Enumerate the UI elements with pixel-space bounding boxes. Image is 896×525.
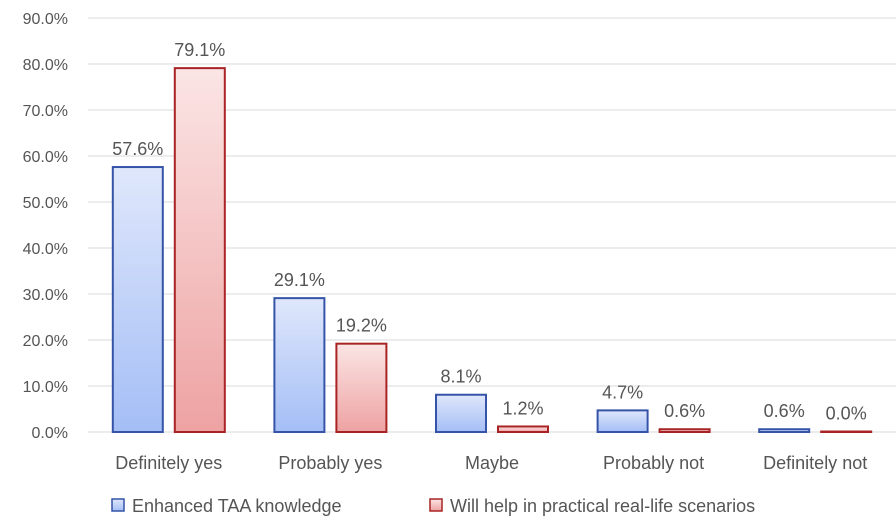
y-tick-label: 60.0% <box>23 149 68 166</box>
y-tick-label: 70.0% <box>23 103 68 120</box>
data-label: 1.2% <box>502 398 543 418</box>
data-labels: 57.6% 79.1% 29.1% 19.2% 8.1% 1.2% 4.7% 0.6% 0.6%… <box>112 40 866 423</box>
x-category-label: Probably not <box>603 453 704 473</box>
x-axis-categories: Definitely yes Probably yes Maybe Probably … <box>115 453 867 473</box>
bar-enhanced-taa-knowledge <box>596 409 649 434</box>
y-tick-label: 10.0% <box>23 379 68 396</box>
data-label: 19.2% <box>336 316 387 336</box>
legend-swatch <box>429 498 443 512</box>
bar-enhanced-taa-knowledge <box>435 393 487 433</box>
y-tick-label: 90.0% <box>23 11 68 28</box>
data-label: 29.1% <box>274 270 325 290</box>
bar-practical-scenarios <box>335 342 388 433</box>
bar-enhanced-taa-knowledge <box>111 166 164 433</box>
bar-practical-scenarios <box>497 425 549 434</box>
bar-practical-scenarios <box>820 430 873 433</box>
legend: Enhanced TAA knowledge Will help in pract… <box>111 496 755 516</box>
legend-swatch <box>111 498 125 512</box>
bar-practical-scenarios <box>658 428 711 433</box>
y-tick-label: 0.0% <box>32 425 68 442</box>
x-category-label: Maybe <box>465 453 519 473</box>
data-label: 0.0% <box>826 404 867 424</box>
y-tick-label: 50.0% <box>23 195 68 212</box>
y-axis-ticks: 0.0% 10.0% 20.0% 30.0% 40.0% 50.0% 60.0% 70.0% 8… <box>23 11 68 442</box>
bars <box>111 67 873 434</box>
y-tick-label: 30.0% <box>23 287 68 304</box>
data-label: 0.6% <box>664 401 705 421</box>
data-label: 8.1% <box>440 367 481 387</box>
data-label: 4.7% <box>602 382 643 402</box>
data-label: 57.6% <box>112 139 163 159</box>
legend-label: Enhanced TAA knowledge <box>132 496 342 516</box>
bar-enhanced-taa-knowledge <box>273 297 326 434</box>
y-tick-label: 20.0% <box>23 333 68 350</box>
data-label: 0.6% <box>764 401 805 421</box>
x-category-label: Definitely not <box>763 453 867 473</box>
bar-enhanced-taa-knowledge <box>758 428 811 433</box>
x-category-label: Probably yes <box>278 453 382 473</box>
legend-label: Will help in practical real-life scenari… <box>450 496 755 516</box>
y-tick-label: 40.0% <box>23 241 68 258</box>
bar-practical-scenarios <box>173 67 226 433</box>
x-category-label: Definitely yes <box>115 453 222 473</box>
data-label: 79.1% <box>174 40 225 60</box>
y-tick-label: 80.0% <box>23 57 68 74</box>
